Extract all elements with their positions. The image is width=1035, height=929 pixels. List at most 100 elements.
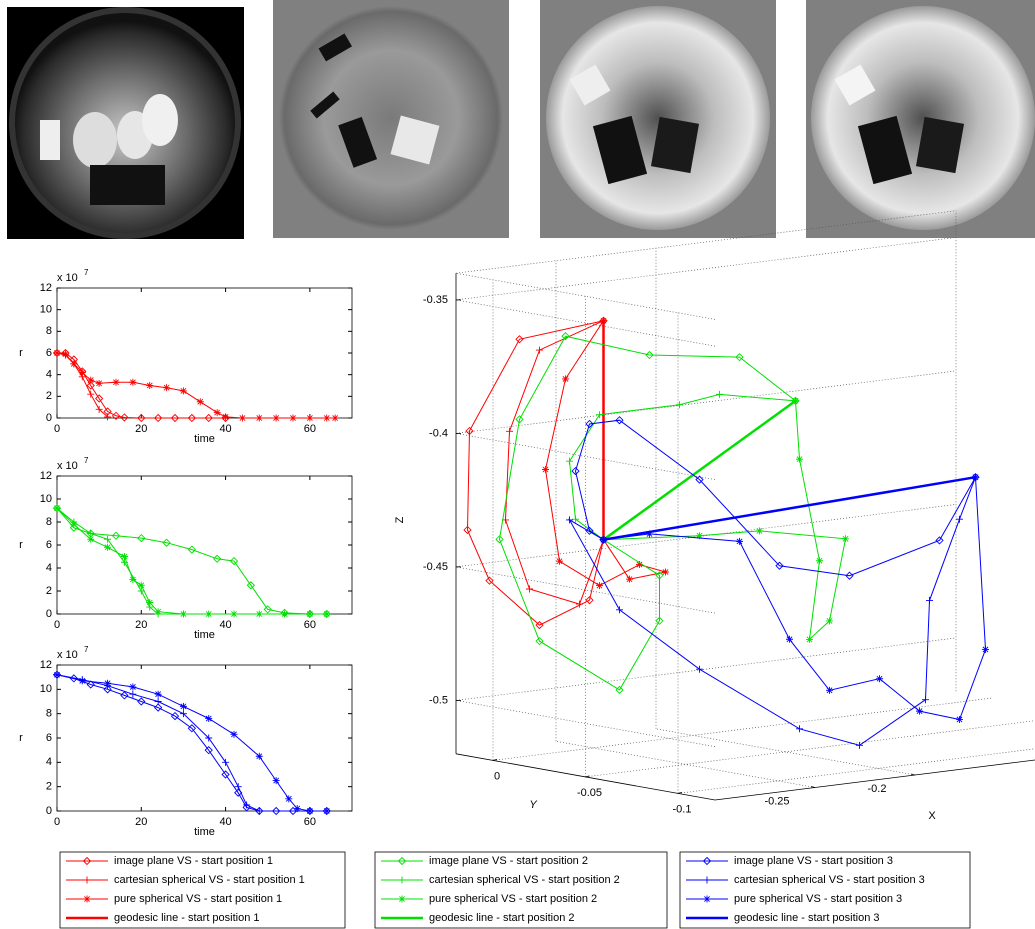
data-point	[272, 414, 280, 422]
grid-line	[492, 697, 994, 761]
data-point	[146, 382, 154, 389]
data-point	[696, 665, 703, 673]
x-axis	[714, 759, 1035, 801]
data-point	[137, 697, 146, 706]
y-tick-label: 12	[40, 470, 52, 482]
data-point	[982, 645, 989, 653]
y-tick-label: 8	[46, 325, 52, 337]
data-point	[204, 746, 213, 755]
data-point	[187, 545, 196, 554]
data-point	[204, 413, 213, 423]
x-tick-label: 40	[219, 816, 231, 828]
data-point	[306, 807, 314, 815]
y-tick-label: 0	[46, 608, 52, 620]
data-point	[86, 381, 95, 390]
data-point	[103, 685, 112, 694]
series-line	[466, 320, 604, 626]
data-point	[213, 554, 222, 563]
data-point	[78, 369, 86, 376]
y-axis-label: r	[19, 347, 23, 359]
data-point	[104, 535, 112, 543]
data-point	[70, 360, 78, 368]
data-point	[615, 416, 624, 425]
y-tick-label: 0	[494, 770, 500, 782]
y-tick-label: 0	[46, 412, 52, 424]
data-point	[645, 350, 654, 360]
x-axis-label: X	[928, 810, 936, 822]
data-point	[163, 384, 171, 392]
y-tick-label: 4	[46, 756, 52, 768]
data-point	[796, 725, 803, 733]
legend-box	[374, 851, 668, 929]
data-point	[826, 686, 833, 694]
grid-line	[585, 720, 1035, 778]
data-point	[696, 532, 703, 540]
y-tick-label: 2	[46, 585, 52, 597]
data-point	[775, 561, 784, 570]
data-point	[616, 606, 623, 614]
data-point	[170, 711, 180, 721]
data-point	[162, 538, 171, 547]
data-point	[187, 413, 196, 423]
data-point	[506, 427, 513, 435]
grid-line	[455, 433, 716, 480]
data-point	[289, 414, 297, 422]
series-line	[56, 507, 327, 615]
data-point	[956, 715, 963, 723]
y-tick	[677, 792, 683, 794]
legend-marker	[83, 895, 91, 903]
data-point	[786, 635, 793, 643]
data-point	[272, 777, 280, 785]
data-point	[535, 637, 544, 646]
grid-line	[455, 566, 716, 614]
data-point	[331, 414, 339, 422]
data-point	[716, 390, 723, 398]
y-tick-label: 8	[46, 516, 52, 528]
y-tick-label: 8	[46, 708, 52, 720]
data-point	[571, 466, 580, 476]
data-point	[515, 415, 524, 424]
legend-label: geodesic line - start position 3	[734, 912, 880, 924]
data-point	[129, 683, 137, 691]
data-point	[238, 414, 246, 422]
data-point	[111, 531, 121, 540]
series-line	[56, 674, 327, 812]
data-point	[129, 576, 137, 583]
plot-frame	[56, 475, 353, 615]
data-point	[255, 807, 263, 815]
z-tick-label: -0.5	[429, 694, 448, 706]
data-point	[585, 419, 594, 429]
series-line	[544, 320, 666, 587]
series-line	[56, 352, 108, 418]
data-point	[323, 414, 331, 422]
data-point	[515, 335, 524, 344]
y-scale-exponent: 7	[84, 456, 89, 465]
data-point	[104, 543, 112, 551]
x-tick-label: 40	[219, 619, 231, 631]
data-point	[263, 605, 272, 614]
data-point	[78, 677, 86, 685]
data-point	[956, 515, 963, 523]
y-scale-label: x 10	[57, 272, 78, 284]
data-point	[922, 696, 929, 704]
data-point	[585, 596, 594, 605]
x-tick-label: 40	[219, 423, 231, 435]
grid-line	[677, 748, 1035, 794]
data-point	[87, 535, 95, 543]
series-line	[574, 419, 976, 577]
data-point	[230, 730, 238, 738]
data-point	[137, 533, 146, 543]
data-point	[916, 707, 923, 715]
data-point	[95, 379, 103, 387]
x-tick	[910, 773, 916, 776]
data-point	[230, 610, 238, 618]
data-point	[234, 783, 242, 791]
data-point	[935, 536, 944, 545]
data-point	[187, 724, 196, 733]
x-tick-label: 20	[135, 816, 147, 828]
series-line	[504, 320, 604, 605]
data-point	[596, 582, 603, 590]
x-tick-label: 0	[54, 423, 60, 435]
data-point	[806, 635, 813, 643]
data-point	[120, 413, 129, 422]
